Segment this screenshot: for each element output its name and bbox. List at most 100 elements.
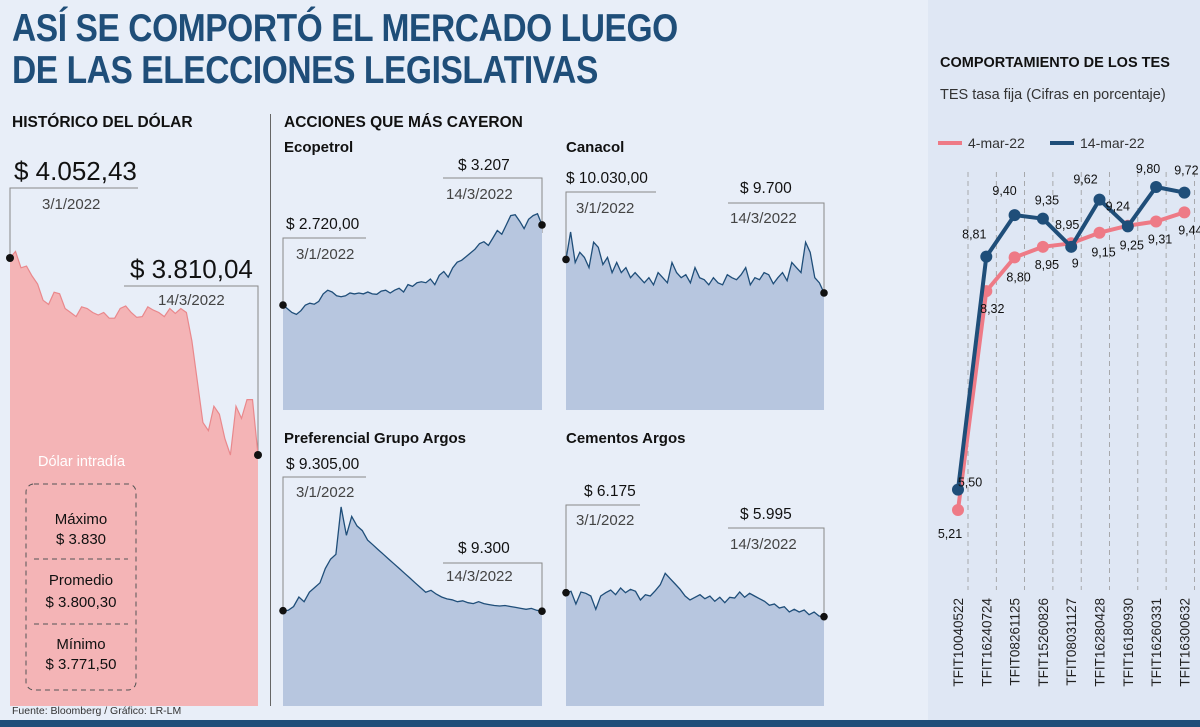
tes-point — [980, 250, 993, 263]
grupo-argos-start-leader — [282, 476, 366, 608]
tes-data-label: 9,24 — [1106, 199, 1130, 213]
cementos-argos-start-leader — [565, 504, 640, 597]
ecopetrol-start-point — [279, 301, 287, 309]
dollar-end-point — [254, 451, 262, 459]
canacol-end-value: $ 9.700 — [740, 180, 792, 197]
ecopetrol-end-leader — [443, 177, 543, 233]
canacol-end-date: 14/3/2022 — [730, 210, 797, 227]
dollar-annotation-lines — [9, 187, 259, 455]
canacol-area-series — [562, 231, 828, 410]
tes-point — [1036, 240, 1049, 253]
canacol-end-point — [820, 289, 828, 297]
tes-point — [1093, 226, 1106, 239]
tes-x-label: TFIT15260826 — [1036, 598, 1051, 687]
cementos-argos-title: Cementos Argos — [566, 430, 686, 447]
grupo-argos-area-series — [279, 506, 546, 706]
canacol-start-point — [562, 255, 570, 264]
tes-data-label: 8,95 — [1055, 218, 1079, 232]
ecopetrol-start-leader — [282, 237, 366, 308]
canacol-line — [565, 231, 825, 294]
source-footer: Fuente: Bloomberg / Gráfico: LR-LM — [12, 705, 182, 717]
grupo-argos-area-fill — [283, 506, 542, 706]
tes-x-label: TFIT16260331 — [1149, 598, 1164, 687]
tes-point — [1093, 193, 1106, 206]
dollar-end-date: 14/3/2022 — [158, 292, 225, 309]
tes-data-label: 9,25 — [1120, 239, 1144, 253]
cementos-argos-area-series — [562, 572, 828, 706]
tes-data-label: 9,15 — [1091, 246, 1115, 260]
section-divider — [270, 114, 271, 706]
tes-x-label: TFIT08031127 — [1064, 598, 1079, 686]
cementos-argos-end-point — [820, 612, 828, 621]
canacol-start-date: 3/1/2022 — [576, 200, 635, 217]
cementos-argos-area-fill — [566, 573, 824, 706]
intraday-min-label: Mínimo — [56, 636, 106, 653]
tes-point — [1008, 209, 1021, 222]
tes-series-lines — [952, 181, 1191, 516]
tes-section-title: COMPORTAMIENTO DE LOS TES — [940, 55, 1170, 71]
grupo-argos-start-point — [279, 606, 287, 615]
tes-point — [1150, 215, 1163, 228]
ecopetrol-line — [282, 212, 543, 316]
ecopetrol-end-value: $ 3.207 — [458, 157, 510, 174]
dollar-end-leader — [124, 285, 259, 455]
tes-point — [1178, 206, 1191, 219]
tes-x-label: TFIT10040522 — [951, 598, 966, 687]
stocks-charts — [279, 177, 828, 706]
grupo-argos-start-value: $ 9.305,00 — [286, 456, 360, 473]
tes-x-label: TFIT16180930 — [1121, 598, 1136, 687]
grupo-argos-title: Preferencial Grupo Argos — [284, 430, 466, 447]
tes-data-label: 9,44 — [1178, 223, 1200, 237]
dollar-area-fill — [10, 251, 258, 706]
tes-data-label: 8,81 — [962, 228, 986, 242]
ecopetrol-area-series — [279, 212, 546, 410]
tes-x-label: TFIT08261125 — [1008, 598, 1023, 686]
footer-bar — [0, 720, 1200, 727]
canacol-start-leader — [565, 191, 656, 260]
cementos-argos-end-leader — [728, 527, 825, 615]
tes-data-label: 5,50 — [958, 476, 982, 490]
tes-point — [1008, 251, 1021, 264]
stocks-section-title: ACCIONES QUE MÁS CAYERON — [284, 114, 523, 131]
stock-leader-lines — [282, 177, 825, 615]
dollar-end-value: $ 3.810,04 — [130, 254, 253, 284]
cementos-argos-line — [565, 572, 825, 618]
cementos-argos-start-point — [562, 588, 570, 597]
page-title: ASÍ SE COMPORTÓ EL MERCADO LUEGO DE LAS … — [12, 8, 700, 92]
dollar-start-point — [6, 254, 14, 262]
canacol-end-leader — [728, 202, 825, 291]
cementos-argos-end-value: $ 5.995 — [740, 506, 792, 523]
tes-x-label: TFIT16280428 — [1093, 598, 1108, 687]
tes-data-labels: 5,21 8,32 8,80 8,95 9 9,15 9,25 9,31 9,44 5,50 8,8… — [938, 162, 1200, 541]
tes-data-label: 5,21 — [938, 527, 962, 541]
grupo-argos-end-point — [538, 607, 546, 616]
tes-subtitle: TES tasa fija (Cifras en porcentaje) — [940, 87, 1166, 103]
tes-data-label: 9,35 — [1035, 194, 1059, 208]
intraday-max-label: Máximo — [54, 511, 108, 528]
cementos-argos-end-date: 14/3/2022 — [730, 536, 797, 553]
tes-data-label: 9,31 — [1148, 232, 1172, 246]
intraday-avg-value: $ 3.800,30 — [45, 594, 117, 611]
title-line-2: DE LAS ELECCIONES LEGISLATIVAS — [12, 49, 598, 92]
dollar-line — [9, 250, 259, 456]
tes-point — [952, 504, 964, 516]
ecopetrol-start-value: $ 2.720,00 — [286, 216, 360, 233]
intraday-avg-label: Promedio — [48, 572, 114, 589]
tes-point — [1065, 240, 1078, 253]
tes-gridlines — [967, 172, 1195, 590]
ecopetrol-start-date: 3/1/2022 — [296, 246, 355, 263]
title-line-1: ASÍ SE COMPORTÓ EL MERCADO LUEGO — [12, 7, 678, 50]
grupo-argos-end-date: 14/3/2022 — [446, 568, 513, 585]
canacol-start-value: $ 10.030,00 — [566, 170, 648, 187]
tes-data-label: 8,80 — [1006, 270, 1030, 284]
tes-data-label: 9 — [1072, 256, 1079, 270]
tes-legend: 4-mar-22 14-mar-22 — [938, 135, 1145, 151]
tes-point — [1121, 220, 1134, 233]
ecopetrol-area-fill — [283, 213, 542, 410]
tes-point — [952, 483, 964, 496]
dollar-start-value: $ 4.052,43 — [14, 156, 137, 186]
dollar-intraday-label: Dólar intradía — [38, 454, 126, 470]
dollar-start-date: 3/1/2022 — [42, 196, 101, 213]
grupo-argos-end-value: $ 9.300 — [458, 540, 510, 557]
dollar-intraday-box — [25, 483, 137, 691]
